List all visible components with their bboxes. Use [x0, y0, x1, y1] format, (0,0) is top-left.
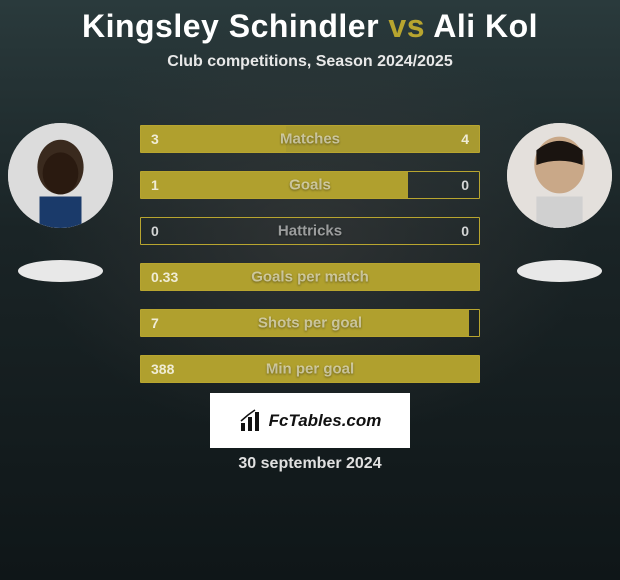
page-title: Kingsley Schindler vs Ali Kol — [0, 0, 620, 45]
bar-value-right: 0 — [461, 177, 469, 193]
bar-value-left: 388 — [151, 361, 174, 377]
bar-label: Goals — [289, 177, 331, 194]
club-badge-right — [517, 260, 602, 282]
player-face-icon — [507, 123, 612, 228]
chart-icon — [239, 409, 263, 433]
bar-row: Goals per match 0.33 — [140, 263, 480, 291]
bar-value-left: 1 — [151, 177, 159, 193]
bar-label: Hattricks — [278, 223, 342, 240]
bar-row: Shots per goal 7 — [140, 309, 480, 337]
date-text: 30 september 2024 — [238, 455, 381, 473]
bar-label: Min per goal — [266, 361, 354, 378]
bar-value-right: 0 — [461, 223, 469, 239]
club-badge-left — [18, 260, 103, 282]
bar-row: Matches 3 4 — [140, 125, 480, 153]
bar-fill-left — [141, 126, 286, 152]
bar-label: Matches — [280, 131, 340, 148]
bar-row: Min per goal 388 — [140, 355, 480, 383]
bar-value-left: 0 — [151, 223, 159, 239]
bar-value-left: 3 — [151, 131, 159, 147]
bar-row: Goals 1 0 — [140, 171, 480, 199]
bar-label: Shots per goal — [258, 315, 362, 332]
title-left-player: Kingsley Schindler — [82, 8, 379, 44]
bar-row: Hattricks 0 0 — [140, 217, 480, 245]
avatar-right — [507, 123, 612, 228]
bar-label: Goals per match — [251, 269, 369, 286]
source-badge: FcTables.com — [210, 393, 410, 448]
avatar-left — [8, 123, 113, 228]
bar-fill-left — [141, 172, 408, 198]
bar-value-left: 7 — [151, 315, 159, 331]
subtitle: Club competitions, Season 2024/2025 — [0, 53, 620, 71]
title-right-player: Ali Kol — [433, 8, 538, 44]
title-vs: vs — [388, 8, 425, 44]
comparison-bars: Matches 3 4 Goals 1 0 Hattricks 0 0 Goals per mat… — [140, 125, 480, 401]
badge-text: FcTables.com — [269, 411, 382, 431]
bar-value-right: 4 — [461, 131, 469, 147]
bar-value-left: 0.33 — [151, 269, 178, 285]
player-face-icon — [8, 123, 113, 228]
